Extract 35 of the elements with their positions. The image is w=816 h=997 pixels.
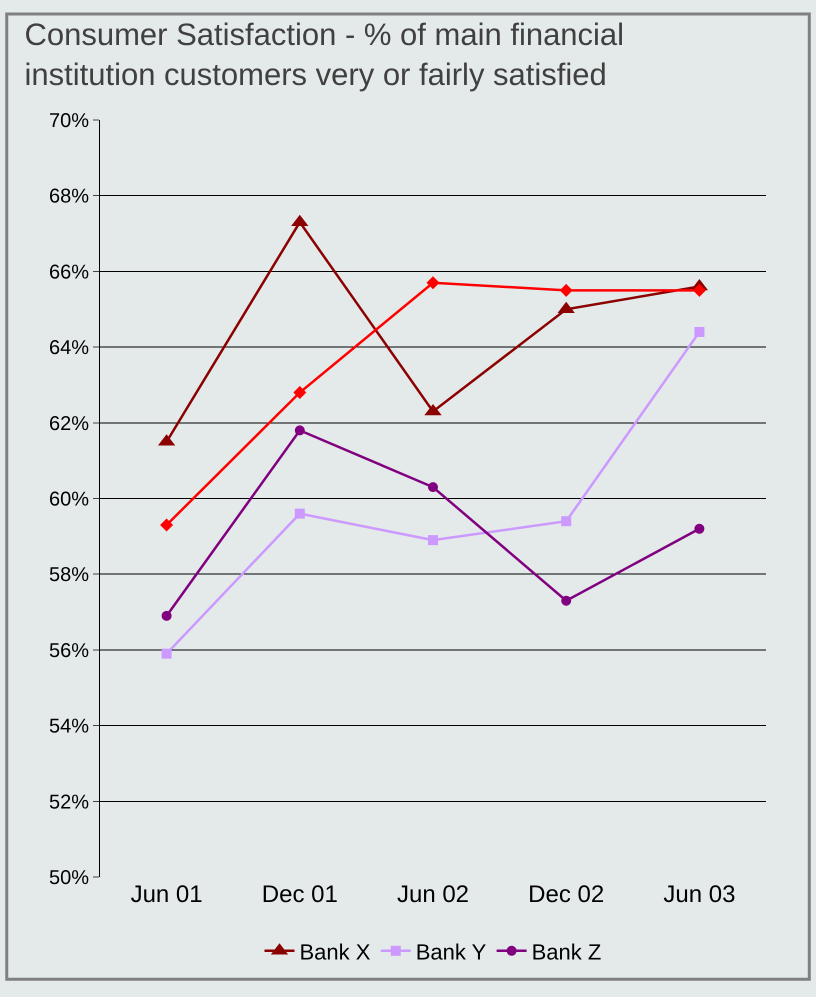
- point: [294, 425, 305, 436]
- legend-label: Bank Y: [416, 939, 487, 964]
- point: [293, 386, 306, 400]
- legend-label: Bank Z: [532, 939, 602, 964]
- point: [162, 610, 172, 621]
- point: [561, 596, 572, 606]
- point: [561, 516, 572, 526]
- y-tick-label: 54%: [48, 716, 90, 738]
- legend-label: Bank X: [300, 939, 371, 964]
- x-tick-label: Jun 03: [663, 881, 736, 908]
- point: [162, 648, 172, 659]
- point: [426, 276, 440, 290]
- point: [428, 482, 438, 492]
- x-tick-label: Jun 02: [396, 881, 470, 908]
- point: [428, 535, 438, 546]
- point: [294, 508, 305, 519]
- y-tick-label: 58%: [48, 564, 90, 586]
- point: [160, 518, 174, 532]
- y-tick-label: 50%: [48, 867, 90, 889]
- y-tick-label: 68%: [48, 186, 90, 208]
- point: [694, 326, 704, 337]
- y-tick-label: 52%: [48, 791, 90, 814]
- y-tick-label: 70%: [48, 110, 90, 132]
- x-tick-label: Jun 01: [130, 881, 203, 908]
- y-tick-label: 64%: [48, 337, 90, 360]
- x-tick-label: Dec 02: [528, 881, 604, 908]
- chart-title: Consumer Satisfaction - % of main financial institution customers very or fairly satisfied: [24, 16, 624, 92]
- y-tick-label: 66%: [48, 261, 90, 284]
- y-tick-label: 60%: [48, 488, 90, 510]
- x-tick-label: Dec 01: [262, 881, 338, 908]
- point: [694, 524, 704, 534]
- point: [560, 284, 573, 297]
- y-tick-label: 56%: [48, 640, 90, 662]
- y-tick-label: 62%: [48, 412, 90, 435]
- point: [692, 284, 706, 297]
